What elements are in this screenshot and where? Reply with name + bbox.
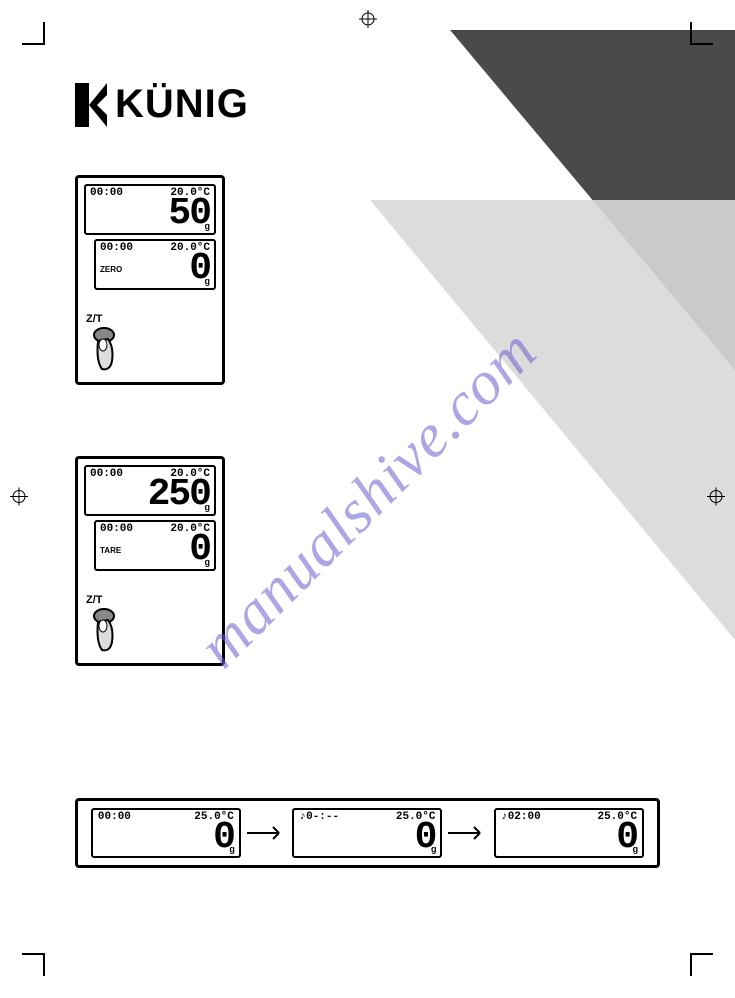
lcd-time: ♪02:00 bbox=[501, 812, 541, 823]
lcd-unit: g bbox=[431, 844, 437, 854]
lcd-flag-zero: ZERO bbox=[100, 265, 122, 274]
seq-lcd-1: 00:00 25.0°C 0 g bbox=[91, 808, 241, 858]
registration-mark-top bbox=[359, 10, 377, 33]
lcd-time: 00:00 bbox=[100, 243, 133, 254]
lcd-unit: g bbox=[205, 276, 211, 286]
lcd-weight-value: 0 bbox=[501, 821, 637, 855]
lcd-unit: g bbox=[205, 221, 211, 231]
lcd-display-main: 00:00 20.0°C 50 g bbox=[84, 184, 216, 235]
lcd-unit: g bbox=[229, 844, 235, 854]
zt-button-label: Z/T bbox=[86, 313, 122, 325]
timer-sequence-panel: 00:00 25.0°C 0 g ♪0-:-- 25.0°C 0 g ♪02:0… bbox=[75, 798, 660, 868]
finger-press-icon bbox=[86, 327, 122, 371]
lcd-time: 00:00 bbox=[90, 469, 123, 480]
scale-panel-tare: 00:00 20.0°C 250 g 00:00 20.0°C TARE 0 g… bbox=[75, 456, 225, 666]
crop-mark-tr bbox=[685, 22, 713, 50]
logo-mark-icon bbox=[75, 83, 107, 127]
finger-press-icon bbox=[86, 608, 122, 652]
lcd-weight-value: 250 bbox=[90, 478, 210, 512]
lcd-display-sub: 00:00 20.0°C ZERO 0 g bbox=[94, 239, 216, 290]
lcd-weight-value: 0 bbox=[98, 821, 234, 855]
lcd-unit: g bbox=[205, 557, 211, 567]
lcd-time: 00:00 bbox=[98, 812, 131, 823]
scale-panel-zero: 00:00 20.0°C 50 g 00:00 20.0°C ZERO 0 g … bbox=[75, 175, 225, 385]
arrow-right-icon bbox=[448, 823, 488, 843]
lcd-time: 00:00 bbox=[100, 524, 133, 535]
lcd-weight-value: 0 bbox=[299, 821, 435, 855]
seq-lcd-3: ♪02:00 25.0°C 0 g bbox=[494, 808, 644, 858]
watermark-text: manualshive.com bbox=[184, 316, 550, 682]
arrow-right-icon bbox=[247, 823, 287, 843]
registration-mark-right bbox=[707, 488, 725, 511]
lcd-unit: g bbox=[205, 502, 211, 512]
lcd-display-main: 00:00 20.0°C 250 g bbox=[84, 465, 216, 516]
lcd-time: ♪0-:-- bbox=[299, 812, 339, 823]
seq-lcd-2: ♪0-:-- 25.0°C 0 g bbox=[292, 808, 442, 858]
lcd-unit: g bbox=[633, 844, 639, 854]
brand-logo: KÜNIG bbox=[75, 82, 249, 127]
lcd-flag-tare: TARE bbox=[100, 546, 121, 555]
crop-mark-tl bbox=[22, 22, 50, 50]
crop-mark-br bbox=[685, 948, 713, 976]
registration-mark-left bbox=[10, 488, 28, 511]
lcd-weight-value: 50 bbox=[90, 197, 210, 231]
lcd-time: 00:00 bbox=[90, 188, 123, 199]
crop-mark-bl bbox=[22, 948, 50, 976]
brand-name: KÜNIG bbox=[115, 82, 249, 127]
lcd-display-sub: 00:00 20.0°C TARE 0 g bbox=[94, 520, 216, 571]
zt-button-label: Z/T bbox=[86, 594, 122, 606]
